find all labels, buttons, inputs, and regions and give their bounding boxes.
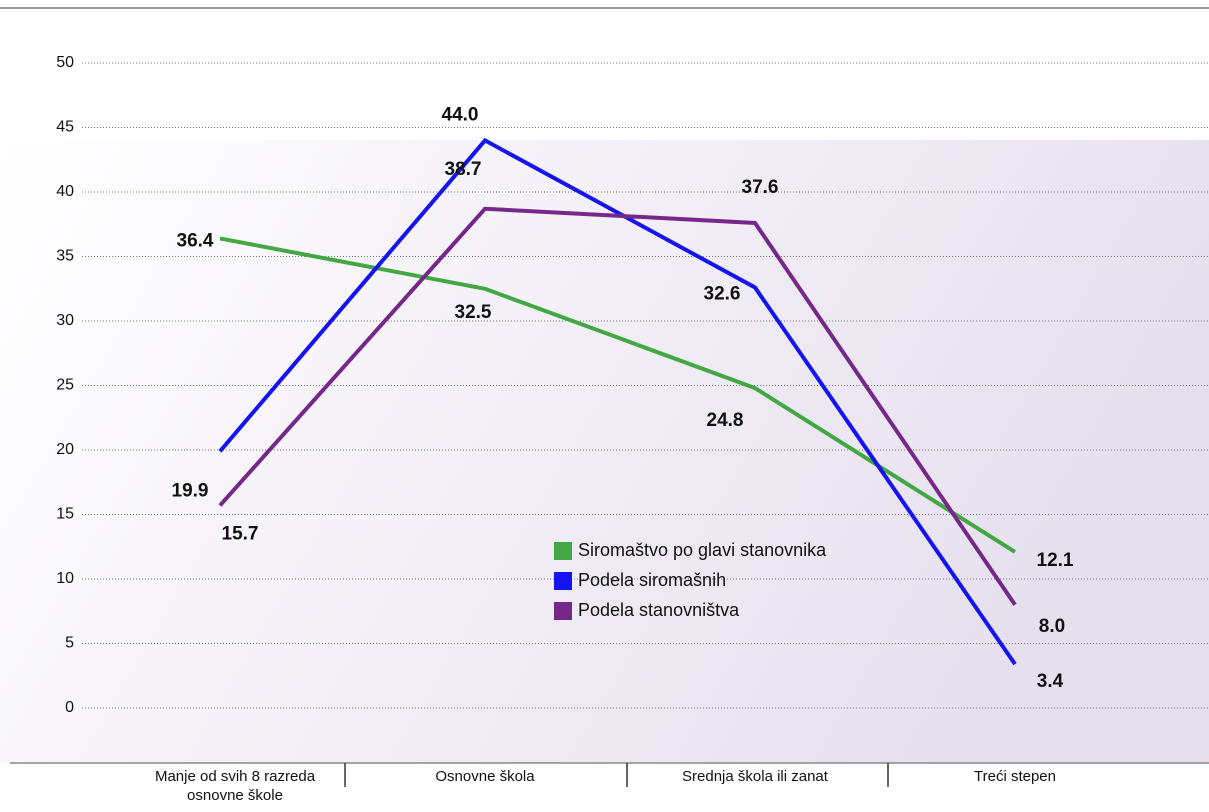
legend-label: Podela siromašnih	[578, 570, 726, 590]
y-tick-label: 10	[56, 570, 74, 587]
y-tick-label: 0	[65, 699, 74, 716]
data-label: 32.6	[704, 283, 741, 304]
legend-swatch	[554, 602, 572, 620]
data-label: 38.7	[445, 159, 482, 180]
data-label: 19.9	[172, 480, 209, 501]
data-label: 32.5	[455, 302, 492, 323]
y-tick-label: 50	[56, 54, 74, 71]
plot-background	[0, 140, 1209, 763]
data-label: 8.0	[1039, 616, 1065, 637]
y-tick-label: 15	[56, 506, 74, 523]
series-line	[219, 236, 1017, 554]
data-label: 36.4	[177, 230, 214, 251]
legend-swatch	[554, 542, 572, 560]
y-tick-label: 20	[56, 441, 74, 458]
data-label: 24.8	[707, 410, 744, 431]
x-tick-label: Osnovne škola	[435, 768, 535, 785]
data-label: 15.7	[222, 523, 259, 544]
legend-swatch	[554, 572, 572, 590]
data-label: 3.4	[1037, 671, 1064, 692]
y-tick-label: 5	[65, 635, 74, 652]
data-label: 12.1	[1037, 550, 1074, 571]
y-tick-label: 30	[56, 312, 74, 329]
data-label: 37.6	[742, 177, 779, 198]
x-tick-label: Srednja škola ili zanat	[682, 768, 828, 785]
y-tick-label: 40	[56, 183, 74, 200]
y-tick-label: 25	[56, 377, 74, 394]
series-line	[218, 206, 1017, 606]
y-tick-label: 35	[56, 248, 74, 265]
data-label: 44.0	[442, 104, 479, 125]
legend-label: Podela stanovništva	[578, 600, 740, 620]
legend-label: Siromaštvo po glavi stanovnika	[578, 540, 827, 560]
x-tick-label: Manje od svih 8 razreda osnovne škole	[154, 768, 316, 804]
x-tick-label: Treći stepen	[974, 768, 1056, 785]
y-tick-label: 45	[56, 119, 74, 136]
